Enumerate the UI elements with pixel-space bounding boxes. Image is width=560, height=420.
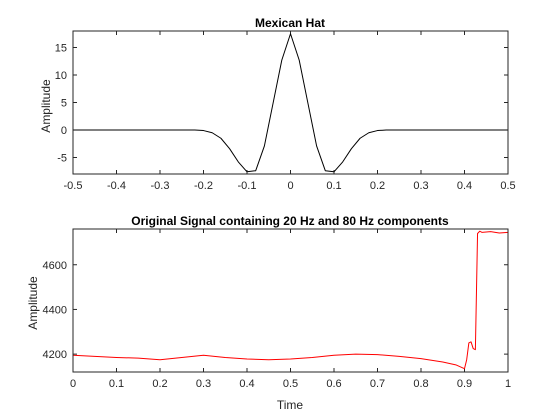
y-tick-label: 5	[61, 98, 67, 110]
series-line	[73, 33, 508, 173]
y-tick-label: 15	[55, 43, 67, 55]
x-tick-label: -0.1	[238, 180, 257, 192]
x-tick-label: 0.3	[196, 378, 211, 390]
original-signal-axes: Original Signal containing 20 Hz and 80 …	[26, 214, 511, 412]
original-signal-ylabel: Amplitude	[26, 276, 40, 330]
y-tick-label: 4600	[43, 260, 67, 272]
mexican-hat-ticks: -0.5 -0.4 -0.3 -0.2 -0.1 0 0.1 0.2 0.3 0.4 0.5 -5 0 5…	[55, 31, 516, 192]
x-tick-label: -0.5	[64, 180, 83, 192]
x-tick-label: -0.4	[107, 180, 126, 192]
original-signal-title: Original Signal containing 20 Hz and 80 …	[131, 214, 449, 228]
mexican-hat-series	[73, 33, 508, 173]
y-tick-label: 4400	[43, 304, 67, 316]
x-tick-label: 0.3	[413, 180, 428, 192]
y-tick-label: -5	[57, 153, 67, 165]
mexican-hat-axes: Mexican Hat Amplitude -0.5 -0.4 -0.3 -0.2 -0…	[39, 16, 516, 192]
x-tick-label: -0.3	[151, 180, 170, 192]
x-tick-label: 0.6	[326, 378, 341, 390]
original-signal-frame	[72, 228, 509, 373]
x-tick-label: 0	[70, 378, 76, 390]
x-tick-label: 1	[505, 378, 511, 390]
x-tick-label: 0.5	[500, 180, 515, 192]
x-tick-label: 0.7	[370, 378, 385, 390]
mexican-hat-frame	[72, 30, 509, 175]
x-tick-label: 0.2	[370, 180, 385, 192]
original-signal-series	[72, 230, 509, 370]
mexican-hat-title: Mexican Hat	[255, 16, 325, 30]
x-tick-label: 0.4	[457, 180, 472, 192]
y-tick-label: 10	[55, 70, 67, 82]
original-signal-ticks: 0 0.1 0.2 0.3 0.4 0.5 0.6 0.7 0.8 0.9 1 4200 4400 460…	[43, 229, 511, 390]
x-tick-label: 0.5	[283, 378, 298, 390]
x-tick-label: 0.2	[152, 378, 167, 390]
x-tick-label: 0.4	[239, 378, 254, 390]
x-tick-label: -0.2	[194, 180, 213, 192]
x-tick-label: 0.1	[326, 180, 341, 192]
x-tick-label: 0.1	[109, 378, 124, 390]
original-signal-xlabel: Time	[277, 398, 304, 412]
x-tick-label: 0.9	[457, 378, 472, 390]
x-tick-label: 0	[287, 180, 293, 192]
y-tick-label: 0	[61, 125, 67, 137]
mexican-hat-ylabel: Amplitude	[39, 79, 53, 133]
x-tick-label: 0.8	[413, 378, 428, 390]
y-tick-label: 4200	[43, 349, 67, 361]
series-line	[72, 230, 509, 370]
